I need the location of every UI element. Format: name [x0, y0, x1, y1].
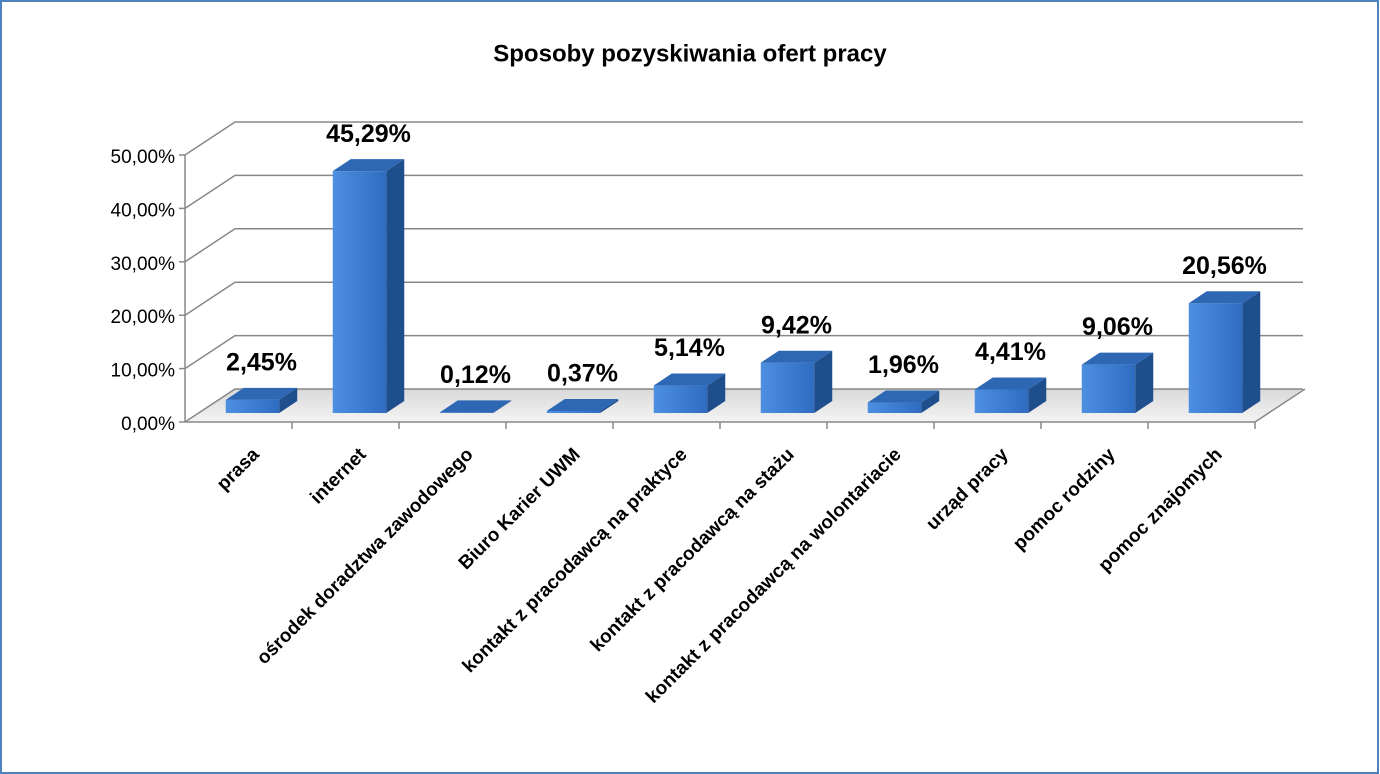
- data-label: 45,29%: [326, 120, 411, 148]
- bar-front: [1081, 364, 1136, 413]
- bar-front: [332, 171, 387, 413]
- x-axis-depth: [1254, 388, 1306, 423]
- bar-front: [974, 389, 1029, 413]
- bar-top: [1081, 352, 1154, 365]
- data-label: 2,45%: [226, 349, 297, 377]
- bar-top: [760, 350, 833, 363]
- bar-top: [332, 159, 405, 172]
- bar-side: [279, 387, 298, 413]
- y-tick-label: 50,00%: [111, 147, 176, 168]
- bar-side: [493, 400, 512, 413]
- grid-line: [184, 228, 1303, 263]
- y-tick-label: 10,00%: [111, 361, 176, 382]
- data-label: 1,96%: [868, 351, 939, 379]
- bar-side: [814, 350, 833, 413]
- bar-top: [974, 377, 1047, 390]
- chart-title: Sposoby pozyskiwania ofert pracy: [493, 40, 887, 67]
- bar-front: [653, 385, 708, 413]
- grid-line: [184, 281, 1303, 316]
- bar-front: [867, 402, 922, 413]
- data-label: 9,06%: [1082, 313, 1153, 341]
- data-label: 0,37%: [547, 360, 618, 388]
- bar-side: [707, 373, 726, 413]
- bar-front: [439, 412, 494, 413]
- grid-line: [184, 174, 1303, 210]
- bar-top: [1188, 291, 1261, 304]
- bar-top: [439, 400, 512, 413]
- bar-side: [1028, 377, 1047, 413]
- bar-side: [600, 399, 619, 413]
- bar-front: [225, 399, 280, 413]
- grid-line: [184, 121, 1303, 156]
- y-tick-label: 30,00%: [111, 254, 176, 275]
- data-label: 5,14%: [654, 334, 725, 362]
- bar-top: [867, 390, 940, 403]
- bar-side: [1242, 291, 1261, 413]
- data-label: 9,42%: [761, 311, 832, 339]
- bar-front: [546, 411, 601, 413]
- y-tick-label: 20,00%: [111, 307, 176, 328]
- data-label: 0,12%: [440, 361, 511, 389]
- bar-side: [1135, 352, 1154, 413]
- y-tick-label: 0,00%: [121, 414, 175, 435]
- bar-side: [386, 159, 405, 413]
- bar-front: [1188, 303, 1243, 413]
- grid-line: [184, 334, 1303, 370]
- grid-line: [184, 388, 1303, 423]
- data-label: 20,56%: [1182, 252, 1267, 280]
- y-tick-label: 40,00%: [111, 200, 176, 221]
- bar-side: [921, 390, 940, 413]
- bar-front: [760, 362, 815, 413]
- bar-top: [546, 399, 619, 412]
- bar-top: [653, 373, 726, 386]
- bar-top: [225, 387, 298, 400]
- data-label: 4,41%: [975, 338, 1046, 366]
